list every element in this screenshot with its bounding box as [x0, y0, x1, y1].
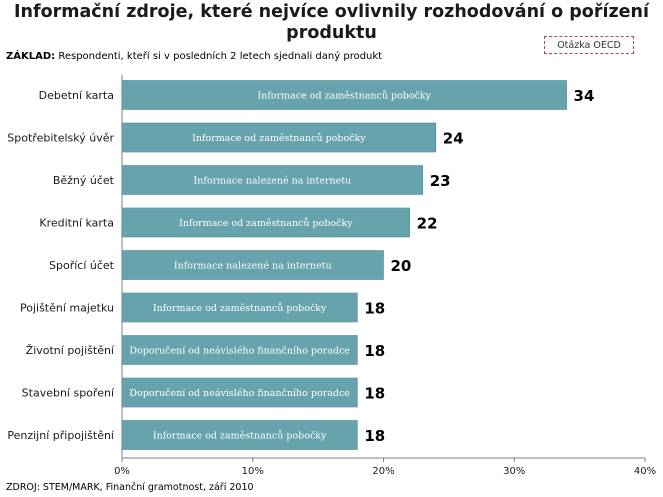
value-label: 18 [364, 342, 385, 360]
category-label: Pojištění majetku [20, 302, 114, 315]
value-label: 22 [417, 215, 438, 233]
category-label: Spotřebitelský úvěr [7, 132, 114, 145]
x-tick-label: 20% [372, 466, 394, 477]
category-label: Spořící účet [49, 259, 115, 272]
category-label: Životní pojištění [26, 344, 115, 357]
bar [121, 250, 384, 280]
value-label: 34 [574, 87, 595, 105]
bar [121, 80, 567, 110]
x-tick-label: 40% [634, 466, 656, 477]
base-label: ZÁKLAD: [6, 51, 56, 62]
bar [121, 122, 437, 153]
base-note: ZÁKLAD: Respondenti, kteří si v poslední… [6, 51, 382, 62]
bar [121, 207, 410, 238]
bar [121, 335, 358, 365]
bar-inner-label: Informace od zaměstnanců pobočky [179, 217, 353, 229]
bar-inner-label: Informace nalezené na internetu [174, 261, 332, 272]
value-label: 18 [364, 427, 385, 445]
value-label: 18 [364, 385, 385, 403]
x-tick-label: 0% [114, 466, 130, 477]
bar [121, 420, 358, 450]
category-label: Kreditní karta [39, 217, 114, 230]
bar-inner-label: Informace nalezené na internetu [193, 176, 351, 187]
chart-title: Informační zdroje, které nejvíce ovlivni… [14, 2, 649, 43]
category-label: Běžný účet [53, 174, 115, 187]
x-tick-label: 30% [503, 466, 525, 477]
bar-inner-label: Informace od zaměstnanců pobočky [192, 132, 366, 144]
bar-inner-label: Informace od zaměstnanců pobočky [153, 302, 327, 314]
bar [121, 377, 358, 408]
category-label: Debetní karta [39, 89, 114, 102]
bar-inner-label: Doporučení od neávislého finančního pora… [129, 346, 350, 357]
value-label: 18 [364, 300, 385, 318]
value-label: 20 [391, 257, 412, 275]
value-label: 24 [443, 130, 464, 148]
oecd-question-tag: Otázka OECD [544, 36, 634, 54]
x-tick-label: 10% [242, 466, 264, 477]
source-note: ZDROJ: STEM/MARK, Finanční gramotnost, z… [6, 482, 254, 493]
value-label: 23 [430, 172, 451, 190]
bar-inner-label: Doporučení od neávislého finančního pora… [129, 388, 350, 399]
bar-inner-label: Informace od zaměstnanců pobočky [153, 430, 327, 442]
bar [121, 292, 358, 323]
category-label: Stavební spoření [22, 387, 115, 400]
base-text: Respondenti, kteří si v posledních 2 let… [58, 51, 383, 62]
category-label: Penzijní připojištění [7, 429, 115, 442]
bar-inner-label: Informace od zaměstnanců pobočky [258, 90, 432, 102]
bar [121, 165, 424, 195]
